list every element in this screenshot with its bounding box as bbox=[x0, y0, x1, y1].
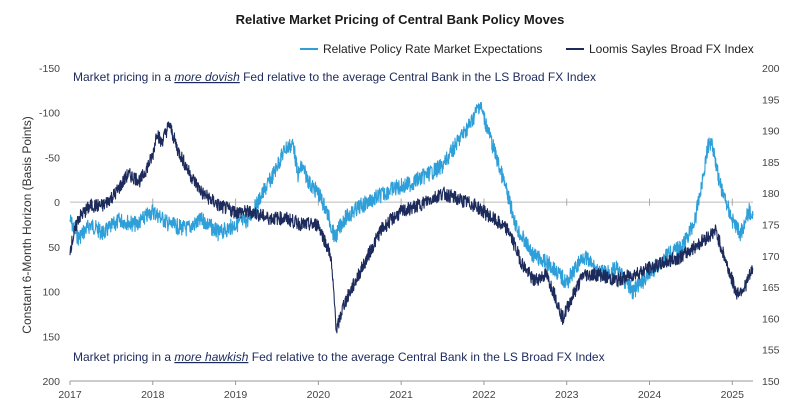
annotation-hawkish: Market pricing in a more hawkish Fed rel… bbox=[73, 350, 605, 364]
y-left-tick-label: 50 bbox=[48, 242, 60, 254]
annotation-dovish: Market pricing in a more dovish Fed rela… bbox=[73, 70, 596, 84]
chart-title: Relative Market Pricing of Central Bank … bbox=[236, 12, 565, 27]
y-left-tick-label: 150 bbox=[42, 331, 60, 343]
y-right-tick-label: 195 bbox=[762, 94, 780, 106]
plot-area bbox=[70, 201, 753, 382]
annotation-hawkish-post: Fed relative to the average Central Bank… bbox=[248, 350, 604, 364]
y-right-tick-label: 180 bbox=[762, 188, 780, 200]
y-right-tick-label: 165 bbox=[762, 282, 780, 294]
y-left-tick-label: -50 bbox=[45, 152, 60, 164]
y-right-tick-label: 160 bbox=[762, 313, 780, 325]
x-tick-label: 2024 bbox=[638, 389, 662, 401]
annotation-dovish-pre: Market pricing in a bbox=[73, 70, 174, 84]
y-right-tick-label: 200 bbox=[762, 63, 780, 75]
x-tick-label: 2025 bbox=[721, 389, 745, 401]
series-line-fx-index bbox=[69, 121, 754, 334]
annotation-dovish-post: Fed relative to the average Central Bank… bbox=[240, 70, 596, 84]
y-left-tick-label: 0 bbox=[54, 197, 60, 209]
y-left-ticks: -150 -100 -50 0 50 100 150 200 bbox=[39, 63, 60, 388]
legend-label-fx: Loomis Sayles Broad FX Index bbox=[589, 42, 754, 56]
y-right-tick-label: 185 bbox=[762, 157, 780, 169]
y-right-tick-label: 155 bbox=[762, 345, 780, 357]
annotation-hawkish-pre: Market pricing in a bbox=[73, 350, 174, 364]
x-ticks: 2017 2018 2019 2020 2021 2022 2023 2024 2025 bbox=[58, 198, 745, 401]
series-layer bbox=[69, 102, 754, 334]
legend-label-policy: Relative Policy Rate Market Expectations bbox=[323, 42, 542, 56]
y-right-tick-label: 170 bbox=[762, 251, 780, 263]
x-tick-label: 2020 bbox=[307, 389, 331, 401]
y-right-tick-label: 175 bbox=[762, 220, 780, 232]
y-left-tick-label: 200 bbox=[42, 376, 60, 388]
x-tick-label: 2017 bbox=[58, 389, 82, 401]
y-left-tick-label: -150 bbox=[39, 63, 60, 75]
y-axis-label: Constant 6-Month Horizon (Basis Points) bbox=[20, 116, 34, 333]
y-left-tick-label: 100 bbox=[42, 287, 60, 299]
x-tick-label: 2018 bbox=[141, 389, 165, 401]
annotation-dovish-em: more dovish bbox=[174, 70, 240, 84]
y-right-tick-label: 190 bbox=[762, 126, 780, 138]
legend: Relative Policy Rate Market Expectations… bbox=[300, 42, 754, 56]
y-left-tick-label: -100 bbox=[39, 108, 60, 120]
x-tick-label: 2023 bbox=[555, 389, 579, 401]
x-tick-label: 2021 bbox=[389, 389, 413, 401]
annotation-hawkish-em: more hawkish bbox=[174, 350, 248, 364]
y-right-tick-label: 150 bbox=[762, 376, 780, 388]
x-tick-label: 2022 bbox=[472, 389, 496, 401]
x-tick-label: 2019 bbox=[224, 389, 248, 401]
y-right-ticks: 150 155 160 165 170 175 180 185 190 195 200 bbox=[762, 63, 780, 388]
